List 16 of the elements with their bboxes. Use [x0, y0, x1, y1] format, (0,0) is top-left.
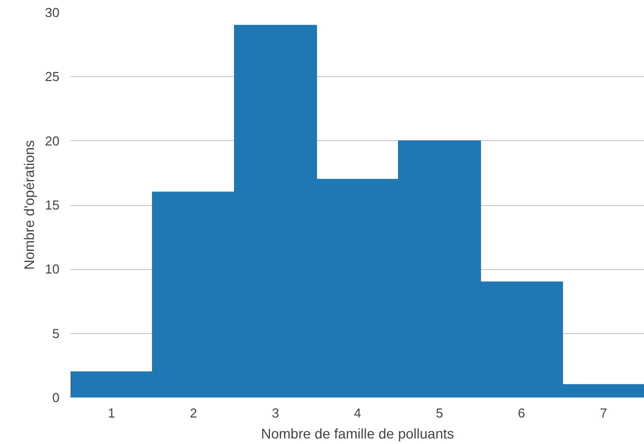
x-tick-label: 6 — [518, 406, 526, 420]
x-tick-label: 5 — [436, 406, 444, 420]
x-tick-label: 7 — [600, 406, 608, 420]
y-tick-label: 5 — [52, 326, 60, 341]
x-tick-label: 1 — [108, 406, 116, 420]
y-tick-label: 20 — [45, 133, 60, 148]
y-tick-label: 30 — [45, 5, 60, 20]
x-tick-label: 3 — [272, 406, 280, 420]
x-tick-label: 2 — [190, 406, 198, 420]
y-tick-label: 0 — [52, 390, 60, 405]
x-tick-label: 4 — [354, 406, 362, 420]
y-tick-label: 15 — [45, 198, 60, 212]
y-tick-label: 25 — [45, 69, 60, 84]
y-axis-title: Nombre d'opérations — [21, 140, 38, 270]
y-tick-label: 10 — [45, 262, 60, 277]
x-axis-title: Nombre de famille de polluants — [261, 426, 454, 442]
